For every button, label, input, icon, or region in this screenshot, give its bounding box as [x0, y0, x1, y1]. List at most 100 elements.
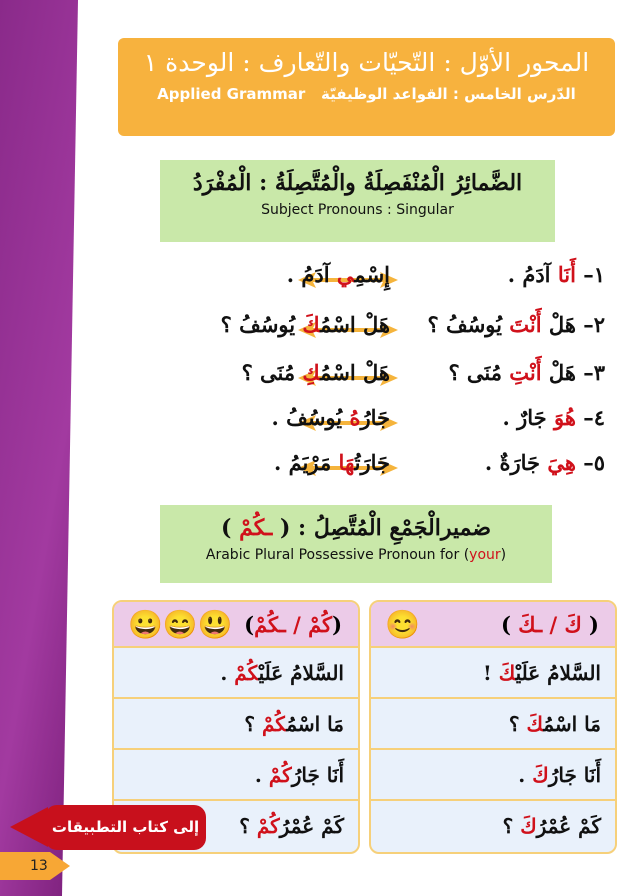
page-edge-strip: [0, 0, 78, 896]
text-part: كُمْ: [256, 814, 280, 838]
text-part: .: [518, 763, 533, 787]
possessive-sentence: هَلْ اسْمُكَ يُوسُفُ ؟: [221, 312, 390, 337]
text-part: يُوسُفُ .: [271, 405, 350, 430]
text-part: كُمْ: [261, 712, 287, 736]
text-part: السَّلامُ عَلَيْ: [258, 661, 344, 685]
text-part: ؟: [508, 712, 527, 736]
double-arrow-icon: [298, 322, 398, 338]
text-part: كَ: [302, 312, 321, 337]
example-sentence: السَّلامُ عَلَيْكُمْ .: [114, 648, 358, 699]
text-part: كُمْ: [268, 763, 292, 787]
workbook-link-button[interactable]: إلى كتاب التطبيقات: [10, 805, 206, 850]
text-part: ٢– هَلْ: [541, 312, 605, 337]
text-part: إِسْمِ: [354, 262, 390, 287]
text-part: كُمْ: [234, 661, 259, 685]
unit-banner: المحور الأوّل : التّحيّات والتّعارف : ال…: [118, 38, 615, 136]
text-part: ٤–: [575, 405, 605, 430]
text-part: آدَمُ .: [507, 262, 558, 287]
text-part: جَارُ: [360, 405, 390, 430]
section-plural-title-box: ضميرالْجَمْعِ الْمُتَّصِلُ : ( ـكُمْ ) A…: [160, 505, 552, 583]
text-part: جَارَتُ: [354, 450, 390, 475]
text-part: كَ: [520, 814, 537, 838]
singular-panel: ( كَ / ـكَ ) 😊 السَّلامُ عَلَيْكَ ! مَا ا…: [369, 600, 617, 854]
s-pre: Arabic Plural Possessive Pronoun for (: [205, 547, 470, 563]
text-part: هُ: [349, 405, 361, 430]
h-red: كَ / ـكَ: [518, 612, 582, 637]
text-part: كَمْ عُمْرُ: [536, 814, 601, 838]
text-part: أَنَا جَارُ: [291, 763, 344, 787]
possessive-sentence: جَارُهُ يُوسُفُ .: [271, 405, 390, 430]
text-part: آدَمُ .: [286, 262, 337, 287]
boy-face-icon: 😊: [385, 608, 420, 641]
text-part: كَمْ عُمْرُ: [279, 814, 344, 838]
example-sentence: كَمْ عُمْرُكُمْ ؟: [114, 801, 358, 852]
h-post: ): [501, 612, 519, 637]
text-part: أَنَا جَارُ: [548, 763, 601, 787]
example-sentence: مَا اسْمُكَ ؟: [371, 699, 615, 750]
text-part: كَ: [498, 661, 516, 685]
text-part: مَا اسْمُ: [543, 712, 601, 736]
text-part: مَرْيَمُ .: [273, 450, 339, 475]
example-sentence: السَّلامُ عَلَيْكَ !: [371, 648, 615, 699]
text-part: هَا: [338, 450, 355, 475]
text-part: .: [254, 763, 269, 787]
s-red: your: [469, 547, 501, 563]
double-arrow-icon: [298, 370, 398, 386]
h-post: ): [244, 612, 255, 637]
double-arrow-icon: [298, 272, 398, 288]
text-part: مَا اسْمُ: [286, 712, 344, 736]
pronoun-row: ٥– هِيَ جَارَةٌ . جَارَتُهَا مَرْيَمُ .: [120, 450, 605, 490]
text-part: ؟: [502, 814, 521, 838]
text-part: يُوسُفُ ؟: [427, 312, 510, 337]
lesson-subtitle: Applied Grammar الدّرس الخامس : القواعد …: [118, 85, 615, 103]
text-part: كَ: [526, 712, 544, 736]
panel-header: ( كَ / ـكَ ) 😊: [371, 602, 615, 648]
text-part: يُوسُفُ ؟: [220, 312, 303, 337]
text-part: هَلْ اسْمُ: [320, 312, 390, 337]
possessive-sentence: هَلْ اسْمُكِ مُنَى ؟: [242, 360, 390, 385]
h-pre: (: [332, 612, 342, 637]
text-part: ؟: [239, 814, 257, 838]
text-part: ي: [336, 262, 355, 287]
pronoun-row: ٣– هَلْ أَنْتِ مُنَى ؟ هَلْ اسْمُكِ مُنَ…: [120, 360, 605, 400]
text-part: السَّلامُ عَلَيْ: [515, 661, 601, 685]
subtitle-en: Applied Grammar: [157, 85, 306, 103]
example-sentence: مَا اسْمُكُمْ ؟: [114, 699, 358, 750]
text-part: أَنَا: [557, 262, 576, 287]
double-arrow-icon: [298, 460, 398, 476]
unit-title: المحور الأوّل : التّحيّات والتّعارف : ال…: [143, 48, 590, 77]
possessive-sentence: جَارَتُهَا مَرْيَمُ .: [274, 450, 390, 475]
example-sentence: أَنَا جَارُكَ .: [371, 750, 615, 801]
text-part: أَنْتَ: [509, 312, 542, 337]
double-arrow-icon: [298, 415, 398, 431]
h-pre: (: [581, 612, 599, 637]
text-part: جَارٌ .: [502, 405, 554, 430]
pronoun-row: ٢– هَلْ أَنْتَ يُوسُفُ ؟ هَلْ اسْمُكَ يُ…: [120, 312, 605, 352]
panel-header: (كُمْ / ـكُمْ) 😃😄😀: [114, 602, 358, 648]
text-part: .: [220, 661, 235, 685]
text-part: هَلْ اسْمُ: [320, 360, 390, 385]
pronoun-row: ١– أَنَا آدَمُ . إِسْمِي آدَمُ .: [120, 262, 605, 302]
text-part: هُوَ: [553, 405, 576, 430]
pronoun-sentence: ٤– هُوَ جَارٌ .: [503, 405, 606, 430]
arrow-left-icon: [10, 807, 48, 847]
pronoun-sentence: ١– أَنَا آدَمُ .: [508, 262, 605, 287]
section-title-ar: الضَّمائِرُ الْمُنْفَصِلَةُ والْمُتَّصِل…: [192, 170, 523, 196]
pronoun-row: ٤– هُوَ جَارٌ . جَارُهُ يُوسُفُ .: [120, 405, 605, 445]
pronoun-sentence: ٥– هِيَ جَارَةٌ .: [485, 450, 605, 475]
t-red: ـكُمْ: [239, 515, 273, 541]
text-part: ٥–: [575, 450, 605, 475]
group-of-kids-icon: 😃😄😀: [128, 608, 233, 641]
text-part: ؟: [244, 712, 262, 736]
text-part: !: [483, 661, 499, 685]
text-part: مُنَى ؟: [241, 360, 303, 385]
text-part: ١–: [575, 262, 605, 287]
example-sentence: كَمْ عُمْرُكَ ؟: [371, 801, 615, 852]
s-post: ): [500, 547, 507, 563]
h-red: كُمْ / ـكُمْ: [254, 612, 333, 637]
t-post: ): [220, 515, 240, 541]
pronoun-sentence: ٣– هَلْ أَنْتِ مُنَى ؟: [448, 360, 605, 385]
section-singular-title-box: الضَّمائِرُ الْمُنْفَصِلَةُ والْمُتَّصِل…: [160, 160, 555, 242]
section-title-en: Arabic Plural Possessive Pronoun for (yo…: [160, 547, 552, 563]
subtitle-ar: الدّرس الخامس : القواعد الوظيفيّة: [320, 85, 576, 103]
